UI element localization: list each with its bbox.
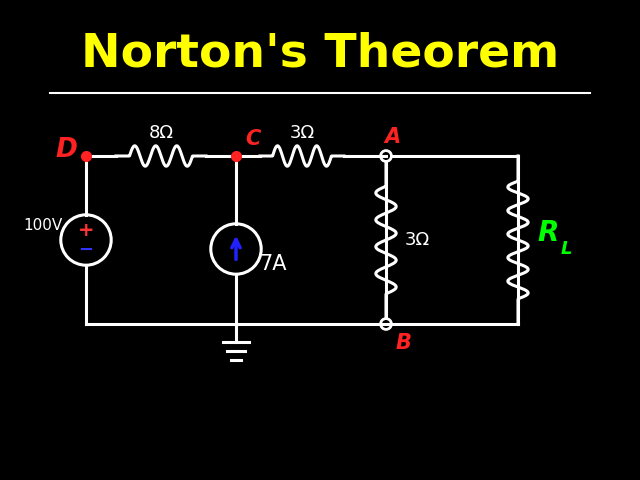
Text: −: − bbox=[79, 240, 93, 259]
Text: 100V: 100V bbox=[23, 217, 63, 232]
Text: Norton's Theorem: Norton's Theorem bbox=[81, 32, 559, 76]
Text: 3Ω: 3Ω bbox=[404, 231, 430, 249]
Text: 7A: 7A bbox=[259, 254, 287, 274]
Text: R: R bbox=[538, 219, 559, 247]
Text: +: + bbox=[77, 221, 94, 240]
Text: A: A bbox=[384, 127, 400, 147]
Text: D: D bbox=[56, 137, 77, 163]
Text: 8Ω: 8Ω bbox=[148, 124, 173, 142]
Text: C: C bbox=[245, 129, 260, 149]
Text: L: L bbox=[560, 240, 572, 258]
Text: B: B bbox=[396, 333, 412, 353]
Text: 3Ω: 3Ω bbox=[289, 124, 315, 142]
